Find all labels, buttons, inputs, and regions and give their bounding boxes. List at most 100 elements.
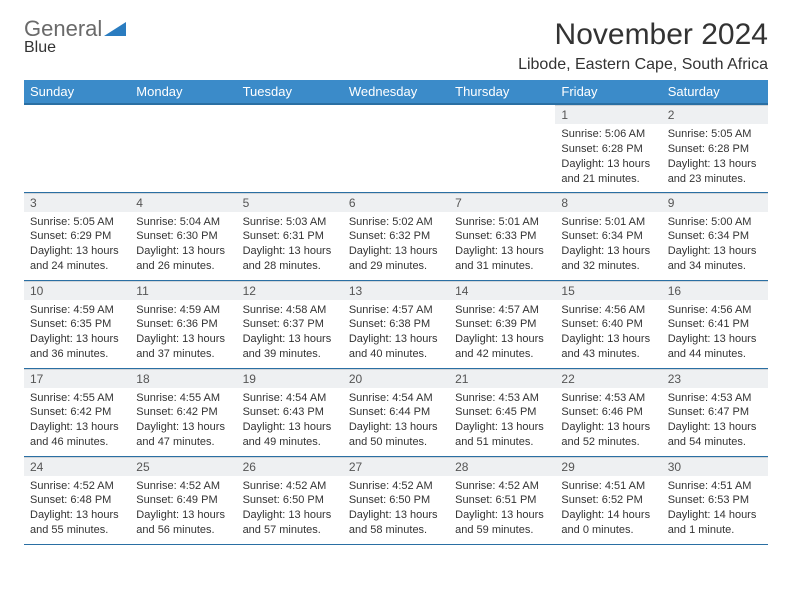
day-details: Sunrise: 5:05 AMSunset: 6:29 PMDaylight:… bbox=[24, 212, 130, 278]
month-title: November 2024 bbox=[518, 18, 768, 52]
calendar-cell: 28Sunrise: 4:52 AMSunset: 6:51 PMDayligh… bbox=[449, 456, 555, 544]
calendar-cell: 13Sunrise: 4:57 AMSunset: 6:38 PMDayligh… bbox=[343, 280, 449, 368]
day-details: Sunrise: 5:04 AMSunset: 6:30 PMDaylight:… bbox=[130, 212, 236, 278]
page-header: General Blue November 2024 Libode, Easte… bbox=[24, 18, 768, 74]
brand-name-gray: General bbox=[24, 18, 102, 40]
day-number: 20 bbox=[343, 369, 449, 388]
day-details: Sunrise: 4:52 AMSunset: 6:48 PMDaylight:… bbox=[24, 476, 130, 542]
weekday-header-row: Sunday Monday Tuesday Wednesday Thursday… bbox=[24, 80, 768, 104]
calendar-cell: 1Sunrise: 5:06 AMSunset: 6:28 PMDaylight… bbox=[555, 104, 661, 192]
day-details: Sunrise: 5:01 AMSunset: 6:34 PMDaylight:… bbox=[555, 212, 661, 278]
calendar-row: 17Sunrise: 4:55 AMSunset: 6:42 PMDayligh… bbox=[24, 368, 768, 456]
day-number: 21 bbox=[449, 369, 555, 388]
calendar-row: 1Sunrise: 5:06 AMSunset: 6:28 PMDaylight… bbox=[24, 104, 768, 192]
day-number: 17 bbox=[24, 369, 130, 388]
day-number: 13 bbox=[343, 281, 449, 300]
day-number: 6 bbox=[343, 193, 449, 212]
calendar-cell: 2Sunrise: 5:05 AMSunset: 6:28 PMDaylight… bbox=[662, 104, 768, 192]
day-details: Sunrise: 4:51 AMSunset: 6:52 PMDaylight:… bbox=[555, 476, 661, 542]
day-details: Sunrise: 4:54 AMSunset: 6:43 PMDaylight:… bbox=[237, 388, 343, 454]
day-details: Sunrise: 4:52 AMSunset: 6:51 PMDaylight:… bbox=[449, 476, 555, 542]
calendar-cell: 15Sunrise: 4:56 AMSunset: 6:40 PMDayligh… bbox=[555, 280, 661, 368]
calendar-cell: 25Sunrise: 4:52 AMSunset: 6:49 PMDayligh… bbox=[130, 456, 236, 544]
brand-triangle-icon bbox=[104, 18, 126, 40]
day-number: 24 bbox=[24, 457, 130, 476]
calendar-body: 1Sunrise: 5:06 AMSunset: 6:28 PMDaylight… bbox=[24, 104, 768, 544]
day-details: Sunrise: 4:53 AMSunset: 6:45 PMDaylight:… bbox=[449, 388, 555, 454]
calendar-cell: 7Sunrise: 5:01 AMSunset: 6:33 PMDaylight… bbox=[449, 192, 555, 280]
calendar-table: Sunday Monday Tuesday Wednesday Thursday… bbox=[24, 80, 768, 545]
calendar-cell: 19Sunrise: 4:54 AMSunset: 6:43 PMDayligh… bbox=[237, 368, 343, 456]
calendar-cell: 9Sunrise: 5:00 AMSunset: 6:34 PMDaylight… bbox=[662, 192, 768, 280]
calendar-cell: 29Sunrise: 4:51 AMSunset: 6:52 PMDayligh… bbox=[555, 456, 661, 544]
weekday-header: Thursday bbox=[449, 80, 555, 104]
weekday-header: Saturday bbox=[662, 80, 768, 104]
day-details: Sunrise: 5:03 AMSunset: 6:31 PMDaylight:… bbox=[237, 212, 343, 278]
day-number: 11 bbox=[130, 281, 236, 300]
day-number: 28 bbox=[449, 457, 555, 476]
day-details: Sunrise: 5:00 AMSunset: 6:34 PMDaylight:… bbox=[662, 212, 768, 278]
calendar-cell: 11Sunrise: 4:59 AMSunset: 6:36 PMDayligh… bbox=[130, 280, 236, 368]
day-number: 5 bbox=[237, 193, 343, 212]
day-details: Sunrise: 4:52 AMSunset: 6:50 PMDaylight:… bbox=[343, 476, 449, 542]
calendar-cell: 17Sunrise: 4:55 AMSunset: 6:42 PMDayligh… bbox=[24, 368, 130, 456]
brand-logo: General Blue bbox=[24, 18, 126, 56]
day-number: 8 bbox=[555, 193, 661, 212]
day-number: 9 bbox=[662, 193, 768, 212]
day-number: 4 bbox=[130, 193, 236, 212]
day-details: Sunrise: 4:52 AMSunset: 6:49 PMDaylight:… bbox=[130, 476, 236, 542]
calendar-row: 24Sunrise: 4:52 AMSunset: 6:48 PMDayligh… bbox=[24, 456, 768, 544]
calendar-cell bbox=[343, 104, 449, 192]
calendar-cell: 18Sunrise: 4:55 AMSunset: 6:42 PMDayligh… bbox=[130, 368, 236, 456]
calendar-cell: 6Sunrise: 5:02 AMSunset: 6:32 PMDaylight… bbox=[343, 192, 449, 280]
brand-name-blue: Blue bbox=[24, 39, 56, 56]
day-number: 30 bbox=[662, 457, 768, 476]
calendar-cell: 3Sunrise: 5:05 AMSunset: 6:29 PMDaylight… bbox=[24, 192, 130, 280]
calendar-cell bbox=[449, 104, 555, 192]
title-block: November 2024 Libode, Eastern Cape, Sout… bbox=[518, 18, 768, 74]
calendar-cell: 30Sunrise: 4:51 AMSunset: 6:53 PMDayligh… bbox=[662, 456, 768, 544]
day-details: Sunrise: 4:53 AMSunset: 6:47 PMDaylight:… bbox=[662, 388, 768, 454]
calendar-cell: 5Sunrise: 5:03 AMSunset: 6:31 PMDaylight… bbox=[237, 192, 343, 280]
calendar-cell bbox=[24, 104, 130, 192]
calendar-cell: 16Sunrise: 4:56 AMSunset: 6:41 PMDayligh… bbox=[662, 280, 768, 368]
day-number: 22 bbox=[555, 369, 661, 388]
day-number: 18 bbox=[130, 369, 236, 388]
calendar-cell: 20Sunrise: 4:54 AMSunset: 6:44 PMDayligh… bbox=[343, 368, 449, 456]
day-details: Sunrise: 4:55 AMSunset: 6:42 PMDaylight:… bbox=[130, 388, 236, 454]
day-details: Sunrise: 5:05 AMSunset: 6:28 PMDaylight:… bbox=[662, 124, 768, 190]
day-number: 25 bbox=[130, 457, 236, 476]
day-details: Sunrise: 5:01 AMSunset: 6:33 PMDaylight:… bbox=[449, 212, 555, 278]
day-number: 19 bbox=[237, 369, 343, 388]
day-details: Sunrise: 4:52 AMSunset: 6:50 PMDaylight:… bbox=[237, 476, 343, 542]
calendar-cell: 24Sunrise: 4:52 AMSunset: 6:48 PMDayligh… bbox=[24, 456, 130, 544]
day-number: 15 bbox=[555, 281, 661, 300]
day-number: 29 bbox=[555, 457, 661, 476]
day-number: 16 bbox=[662, 281, 768, 300]
weekday-header: Monday bbox=[130, 80, 236, 104]
day-details: Sunrise: 5:06 AMSunset: 6:28 PMDaylight:… bbox=[555, 124, 661, 190]
day-details: Sunrise: 4:59 AMSunset: 6:35 PMDaylight:… bbox=[24, 300, 130, 366]
calendar-cell: 14Sunrise: 4:57 AMSunset: 6:39 PMDayligh… bbox=[449, 280, 555, 368]
weekday-header: Tuesday bbox=[237, 80, 343, 104]
day-number: 10 bbox=[24, 281, 130, 300]
calendar-row: 10Sunrise: 4:59 AMSunset: 6:35 PMDayligh… bbox=[24, 280, 768, 368]
day-number: 2 bbox=[662, 105, 768, 124]
calendar-cell: 22Sunrise: 4:53 AMSunset: 6:46 PMDayligh… bbox=[555, 368, 661, 456]
calendar-row: 3Sunrise: 5:05 AMSunset: 6:29 PMDaylight… bbox=[24, 192, 768, 280]
day-number: 7 bbox=[449, 193, 555, 212]
day-details: Sunrise: 4:56 AMSunset: 6:41 PMDaylight:… bbox=[662, 300, 768, 366]
calendar-cell bbox=[130, 104, 236, 192]
day-details: Sunrise: 4:58 AMSunset: 6:37 PMDaylight:… bbox=[237, 300, 343, 366]
calendar-cell: 21Sunrise: 4:53 AMSunset: 6:45 PMDayligh… bbox=[449, 368, 555, 456]
day-number: 1 bbox=[555, 105, 661, 124]
calendar-cell: 23Sunrise: 4:53 AMSunset: 6:47 PMDayligh… bbox=[662, 368, 768, 456]
day-details: Sunrise: 5:02 AMSunset: 6:32 PMDaylight:… bbox=[343, 212, 449, 278]
day-details: Sunrise: 4:51 AMSunset: 6:53 PMDaylight:… bbox=[662, 476, 768, 542]
day-number: 23 bbox=[662, 369, 768, 388]
day-number: 27 bbox=[343, 457, 449, 476]
calendar-cell: 8Sunrise: 5:01 AMSunset: 6:34 PMDaylight… bbox=[555, 192, 661, 280]
weekday-header: Friday bbox=[555, 80, 661, 104]
calendar-cell: 27Sunrise: 4:52 AMSunset: 6:50 PMDayligh… bbox=[343, 456, 449, 544]
day-details: Sunrise: 4:53 AMSunset: 6:46 PMDaylight:… bbox=[555, 388, 661, 454]
